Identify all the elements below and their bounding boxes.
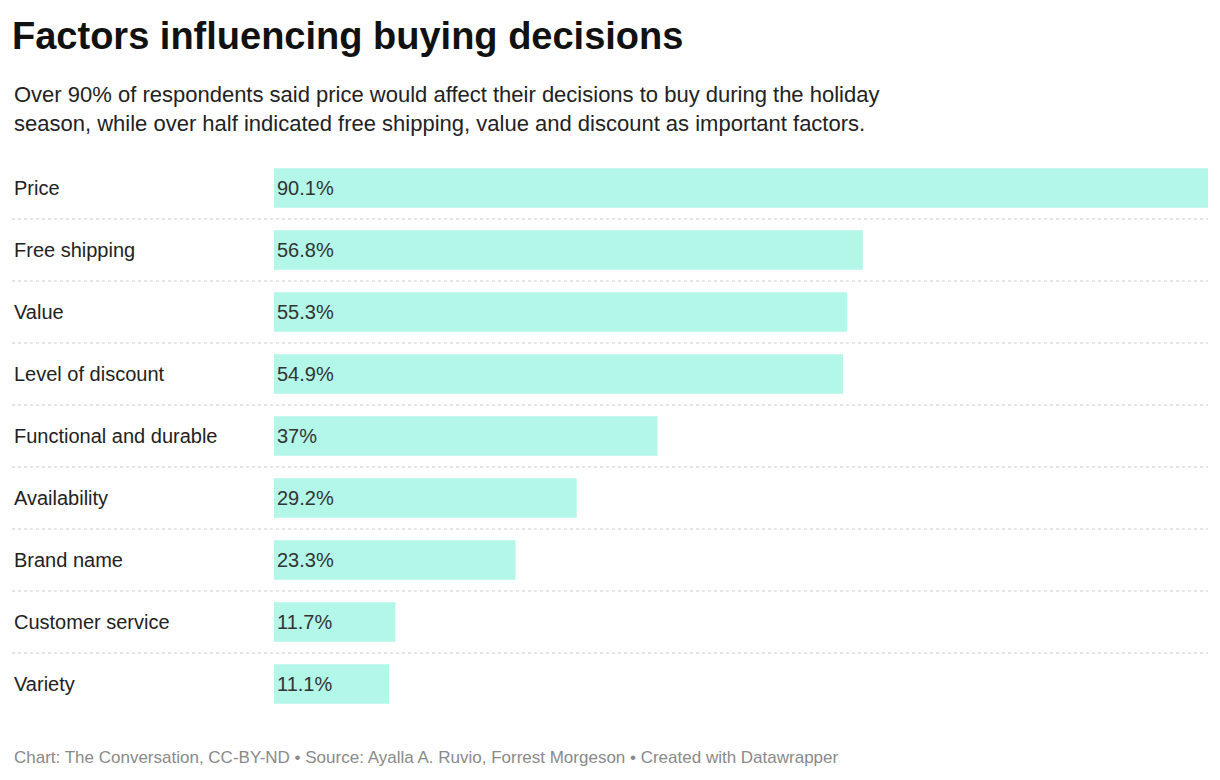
svg-text:11.1%: 11.1% [277, 673, 332, 695]
svg-text:Brand name: Brand name [14, 549, 123, 571]
svg-text:Over 90% of respondents said p: Over 90% of respondents said price would… [14, 82, 879, 136]
svg-text:29.2%: 29.2% [277, 487, 334, 509]
svg-text:Variety: Variety [14, 673, 75, 695]
svg-text:Level of discount: Level of discount [14, 363, 165, 385]
svg-text:Price: Price [14, 177, 60, 199]
svg-text:11.7%: 11.7% [277, 611, 332, 633]
svg-text:90.1%: 90.1% [277, 177, 334, 199]
svg-text:23.3%: 23.3% [277, 549, 334, 571]
svg-text:Functional and durable: Functional and durable [14, 425, 217, 447]
svg-text:37%: 37% [277, 425, 317, 447]
svg-text:Free shipping: Free shipping [14, 239, 135, 261]
svg-text:Availability: Availability [14, 487, 108, 509]
svg-text:54.9%: 54.9% [277, 363, 334, 385]
svg-text:Customer service: Customer service [14, 611, 170, 633]
svg-text:Chart: The Conversation, CC-BY: Chart: The Conversation, CC-BY-ND • Sour… [14, 748, 839, 767]
svg-text:Factors influencing buying dec: Factors influencing buying decisions [12, 15, 683, 57]
svg-text:Value: Value [14, 301, 64, 323]
svg-text:56.8%: 56.8% [277, 239, 334, 261]
svg-text:55.3%: 55.3% [277, 301, 334, 323]
